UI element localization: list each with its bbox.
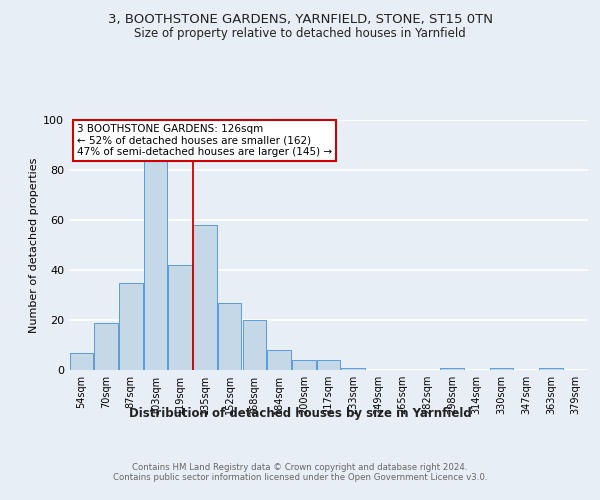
Bar [70, 352, 93, 370]
Y-axis label: Number of detached properties: Number of detached properties [29, 158, 39, 332]
Text: Distribution of detached houses by size in Yarnfield: Distribution of detached houses by size … [128, 408, 472, 420]
Bar [119, 282, 143, 370]
Bar [317, 360, 340, 370]
Text: Contains HM Land Registry data © Crown copyright and database right 2024.
Contai: Contains HM Land Registry data © Crown c… [113, 462, 487, 482]
Text: Size of property relative to detached houses in Yarnfield: Size of property relative to detached ho… [134, 28, 466, 40]
Bar [268, 350, 291, 370]
Bar [169, 265, 192, 370]
Bar [242, 320, 266, 370]
Bar [490, 368, 513, 370]
Bar [539, 368, 563, 370]
Text: 3 BOOTHSTONE GARDENS: 126sqm
← 52% of detached houses are smaller (162)
47% of s: 3 BOOTHSTONE GARDENS: 126sqm ← 52% of de… [77, 124, 332, 157]
Bar [218, 302, 241, 370]
Bar [341, 368, 365, 370]
Bar [144, 160, 167, 370]
Bar [193, 225, 217, 370]
Bar [440, 368, 464, 370]
Bar [94, 322, 118, 370]
Bar [292, 360, 316, 370]
Text: 3, BOOTHSTONE GARDENS, YARNFIELD, STONE, ST15 0TN: 3, BOOTHSTONE GARDENS, YARNFIELD, STONE,… [107, 12, 493, 26]
